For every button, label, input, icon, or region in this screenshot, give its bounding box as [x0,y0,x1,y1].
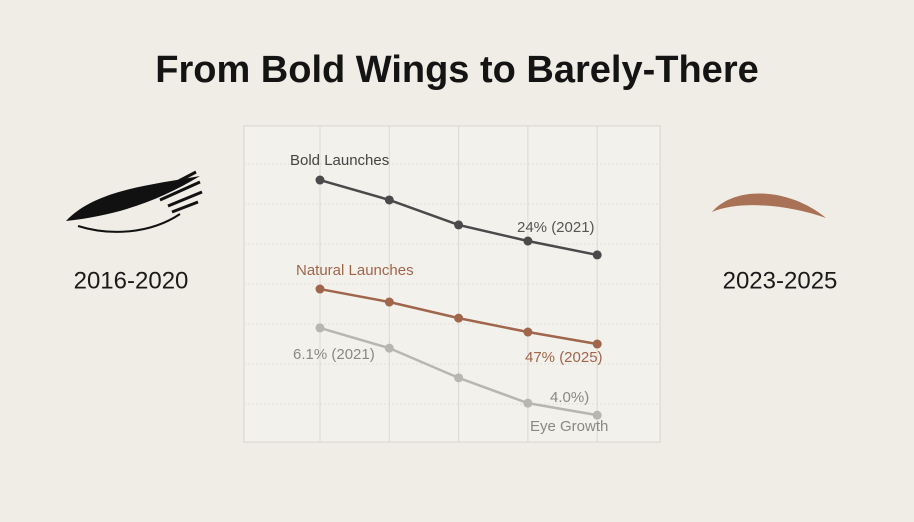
point [315,284,325,294]
series-label: Bold Launches [290,152,389,169]
point [315,323,325,333]
point [454,373,464,383]
annotation: 4.0%) [550,389,589,406]
eyeliner-icon [66,170,203,233]
title: From Bold Wings to Barely-There [155,49,759,91]
brow-icon [712,193,826,218]
point [523,398,533,408]
series-label: Eye Growth [530,418,608,435]
point [592,339,602,349]
point [454,220,464,230]
point [384,297,394,307]
series-label: Natural Launches [296,262,414,279]
point [315,175,325,185]
annotation: 47% (2025) [525,349,603,366]
point [592,410,602,420]
right-label: 2023-2025 [723,267,838,294]
point [523,327,533,337]
point [523,236,533,246]
annotation: 6.1% (2021) [293,346,375,363]
point [384,343,394,353]
point [454,313,464,323]
annotation: 24% (2021) [517,219,595,236]
left-label: 2016-2020 [74,267,189,294]
point [384,195,394,205]
point [592,250,602,260]
